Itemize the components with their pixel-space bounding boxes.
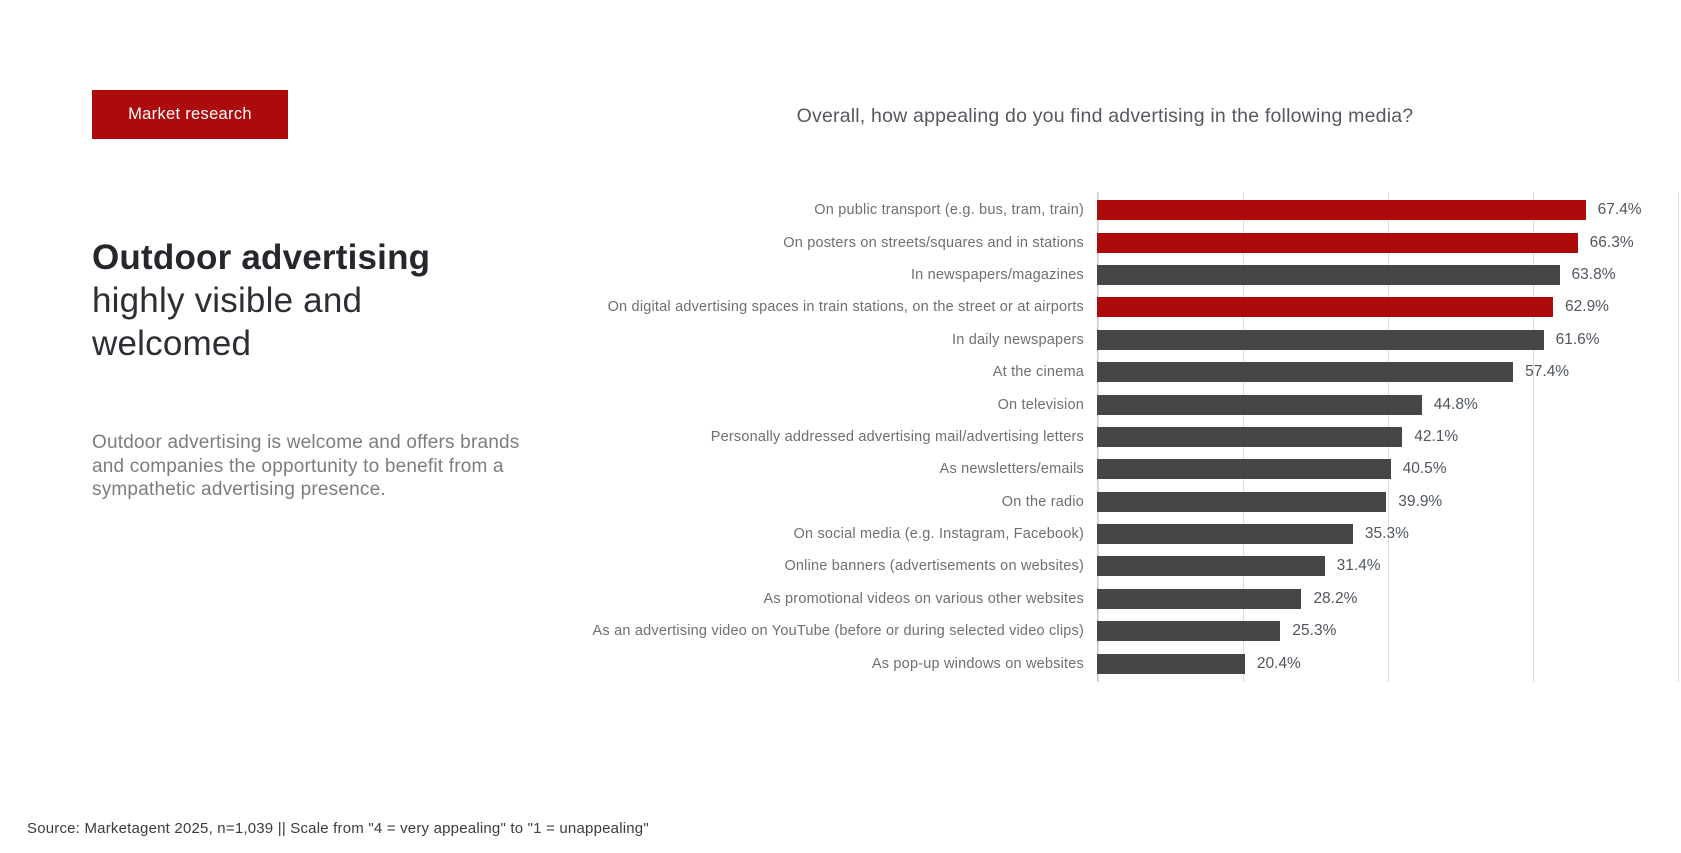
bar-row: In newspapers/magazines 63.8%	[560, 259, 1677, 291]
value-label: 62.9%	[1565, 298, 1609, 316]
bar	[1097, 394, 1422, 415]
category-label: On public transport (e.g. bus, tram, tra…	[814, 202, 1084, 219]
bar-track: 42.1%	[1097, 426, 1677, 447]
category-label: On television	[997, 396, 1084, 413]
value-label: 44.8%	[1433, 395, 1478, 413]
bar-row: As an advertising video on YouTube (befo…	[560, 615, 1677, 647]
bar-track: 39.9%	[1097, 491, 1677, 512]
bar	[1097, 329, 1544, 350]
bar-track: 25.3%	[1097, 621, 1677, 642]
value-label: 20.4%	[1256, 654, 1301, 672]
bar-row: On public transport (e.g. bus, tram, tra…	[560, 194, 1677, 226]
category-label: At the cinema	[992, 364, 1084, 381]
bar-row: As pop-up windows on websites 20.4%	[560, 647, 1677, 679]
category-label: In newspapers/magazines	[910, 266, 1084, 283]
value-label: 39.9%	[1398, 492, 1443, 510]
value-label: 67.4%	[1597, 201, 1642, 219]
bar-track: 35.3%	[1097, 524, 1677, 545]
category-label: In daily newspapers	[952, 331, 1084, 348]
bar-row: As newsletters/emails 40.5%	[560, 453, 1677, 485]
bar	[1097, 621, 1281, 642]
value-label: 25.3%	[1292, 622, 1337, 640]
category-badge-label: Market research	[128, 105, 252, 123]
category-label: On social media (e.g. Instagram, Faceboo…	[793, 526, 1084, 543]
category-label: As promotional videos on various other w…	[763, 590, 1084, 607]
bar-track: 44.8%	[1097, 394, 1677, 415]
bar-row: Personally addressed advertising mail/ad…	[560, 421, 1677, 453]
page-title-bold: Outdoor advertising	[92, 238, 431, 278]
value-label: 66.3%	[1589, 233, 1634, 251]
bar	[1097, 264, 1560, 285]
value-label: 28.2%	[1313, 589, 1358, 607]
bar	[1097, 556, 1325, 577]
bar	[1097, 362, 1514, 383]
bar	[1097, 426, 1403, 447]
bar-row: On digital advertising spaces in train s…	[560, 291, 1677, 323]
bar-row: On posters on streets/squares and in sta…	[560, 226, 1677, 258]
value-label: 63.8%	[1571, 265, 1616, 283]
source-note: Source: Marketagent 2025, n=1,039 || Sca…	[27, 820, 649, 837]
category-label: Online banners (advertisements on websit…	[784, 558, 1084, 575]
value-label: 42.1%	[1414, 427, 1459, 445]
bar	[1097, 297, 1554, 318]
bar-row: On television 44.8%	[560, 388, 1677, 420]
bar-track: 67.4%	[1097, 200, 1677, 221]
bar-track: 57.4%	[1097, 362, 1677, 383]
intro-paragraph: Outdoor advertising is welcome and offer…	[92, 432, 520, 500]
bar-row: On social media (e.g. Instagram, Faceboo…	[560, 518, 1677, 550]
bar-row: At the cinema 57.4%	[560, 356, 1677, 388]
bar-track: 20.4%	[1097, 653, 1677, 674]
bar	[1097, 232, 1578, 253]
bar-track: 28.2%	[1097, 588, 1677, 609]
bar-track: 31.4%	[1097, 556, 1677, 577]
category-label: On the radio	[1001, 493, 1084, 510]
category-label: Personally addressed advertising mail/ad…	[710, 428, 1084, 445]
page-title-line2: highly visible and	[92, 281, 363, 321]
page-title-line3: welcomed	[92, 324, 252, 364]
value-label: 57.4%	[1525, 363, 1570, 381]
bar	[1097, 524, 1353, 545]
bar	[1097, 588, 1302, 609]
category-label: As pop-up windows on websites	[871, 655, 1084, 672]
category-badge: Market research	[92, 90, 288, 139]
bar-chart: On public transport (e.g. bus, tram, tra…	[560, 192, 1679, 682]
chart-rows: On public transport (e.g. bus, tram, tra…	[560, 194, 1677, 680]
value-label: 61.6%	[1555, 330, 1600, 348]
category-label: As newsletters/emails	[939, 461, 1084, 478]
page-title: Outdoor advertising highly visible and w…	[92, 236, 532, 365]
chart-question-title: Overall, how appealing do you find adver…	[796, 105, 1414, 127]
bar-row: Online banners (advertisements on websit…	[560, 550, 1677, 582]
category-label: As an advertising video on YouTube (befo…	[592, 623, 1084, 640]
bar	[1097, 653, 1245, 674]
bar-track: 66.3%	[1097, 232, 1677, 253]
bar-row: In daily newspapers 61.6%	[560, 324, 1677, 356]
bar-track: 40.5%	[1097, 459, 1677, 480]
bar	[1097, 459, 1391, 480]
bar-track: 62.9%	[1097, 297, 1677, 318]
bar	[1097, 491, 1387, 512]
value-label: 31.4%	[1336, 557, 1381, 575]
category-label: On digital advertising spaces in train s…	[607, 299, 1084, 316]
bar	[1097, 200, 1586, 221]
category-label: On posters on streets/squares and in sta…	[783, 234, 1084, 251]
bar-track: 63.8%	[1097, 264, 1677, 285]
bar-row: On the radio 39.9%	[560, 486, 1677, 518]
value-label: 40.5%	[1402, 460, 1447, 478]
bar-row: As promotional videos on various other w…	[560, 583, 1677, 615]
value-label: 35.3%	[1364, 525, 1409, 543]
bar-track: 61.6%	[1097, 329, 1677, 350]
